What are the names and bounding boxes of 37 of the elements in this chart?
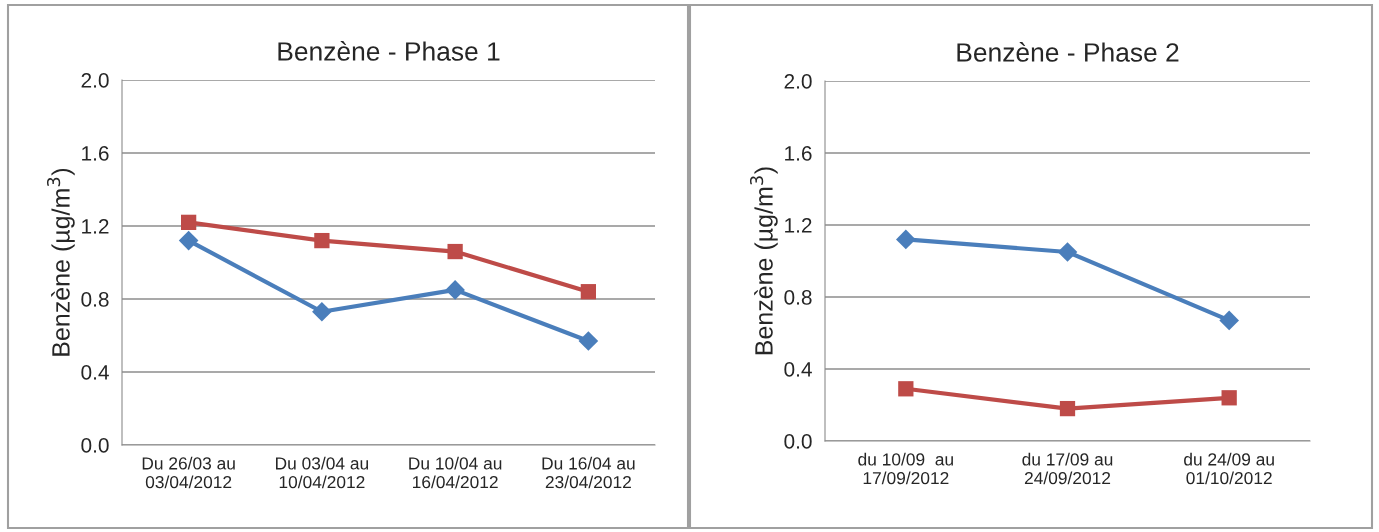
y-axis-title: Benzène (µg/m$^{3}$) xyxy=(46,168,75,356)
y-tick-label: 1.6 xyxy=(82,146,109,161)
point xyxy=(1057,242,1078,262)
y-tick-label: 0.0 xyxy=(81,438,109,453)
y-tick-label: 1.2 xyxy=(82,219,109,234)
x-tick-label: du 10/09 au 17/09/2012 xyxy=(858,452,953,485)
x-tick-label: Du 26/03 au 03/04/2012 xyxy=(142,456,235,489)
y-tick-label: 0.4 xyxy=(81,365,109,380)
x-tick-label: Du 10/04 au 16/04/2012 xyxy=(409,456,502,489)
point xyxy=(1219,310,1239,331)
y-tick-label: 0.8 xyxy=(784,290,812,305)
point xyxy=(1059,400,1076,417)
point xyxy=(898,381,914,397)
point xyxy=(578,331,599,351)
point xyxy=(178,230,199,251)
point xyxy=(180,214,197,230)
point xyxy=(314,232,330,249)
chart-title: Benzène - Phase 2 xyxy=(957,42,1179,62)
y-tick-label: 0.8 xyxy=(81,292,109,307)
point xyxy=(896,229,916,250)
x-tick-label: Du 03/04 au 10/04/2012 xyxy=(276,456,369,489)
point xyxy=(445,280,465,300)
chart-title: Benzène - Phase 1 xyxy=(278,41,500,61)
point xyxy=(580,284,597,300)
y-tick-label: 2.0 xyxy=(81,73,109,88)
x-tick-label: Du 16/04 au 23/04/2012 xyxy=(542,456,635,489)
y-tick-label: 0.0 xyxy=(784,434,812,449)
point xyxy=(1221,390,1237,406)
y-tick-label: 0.4 xyxy=(784,362,812,377)
point xyxy=(312,301,332,322)
x-tick-label: du 24/09 au 01/10/2012 xyxy=(1184,452,1274,485)
point xyxy=(447,243,463,260)
y-axis-title: Benzène (µg/m$^{3}$) xyxy=(749,167,778,355)
x-tick-label: du 17/09 au 24/09/2012 xyxy=(1022,452,1113,485)
y-tick-label: 1.2 xyxy=(785,218,812,233)
y-tick-label: 1.6 xyxy=(785,146,812,161)
y-tick-label: 2.0 xyxy=(784,74,812,89)
